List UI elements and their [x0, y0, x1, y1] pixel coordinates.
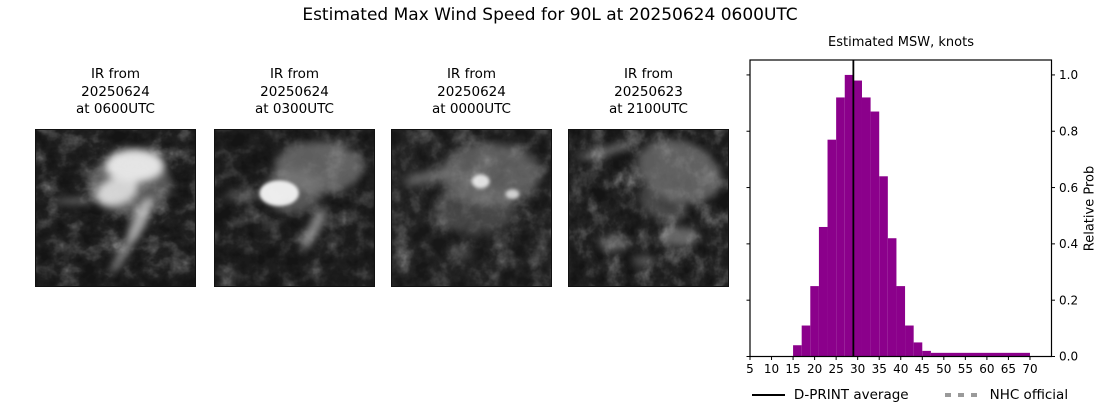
dprint-average-line-sample — [751, 394, 785, 396]
ir-panel-label-line: IR from — [446, 66, 497, 82]
nhc-official-line-sample — [944, 393, 981, 397]
x-tick-label: 20 — [807, 362, 822, 376]
histogram-bar — [913, 342, 923, 357]
x-tick-label: 35 — [872, 362, 887, 376]
chart-legend: D-PRINT average NHC official — [725, 385, 1095, 405]
ir-satellite-image — [568, 129, 729, 287]
msw-histogram: 5 10 15 20 25 30 35 40 45 50 55 60 65 70 0.0 0.2 0.4 0.6 0… — [746, 59, 1078, 376]
chart-title: Estimated MSW, knots — [828, 35, 974, 50]
ir-panel-label-line: IR from — [623, 66, 674, 82]
y-tick-label: 0.4 — [1059, 237, 1078, 251]
ir-panel-label-line: 20250624 — [81, 83, 150, 100]
histogram-bar — [844, 74, 854, 357]
histogram-bar — [818, 226, 828, 357]
histogram-bar — [930, 352, 1030, 357]
histogram-bar — [879, 176, 888, 357]
y-axis-label: Relative Prob — [1082, 165, 1098, 252]
y-tick-label: 0.2 — [1059, 293, 1078, 307]
histogram-bar — [801, 325, 811, 357]
x-tick-label: 60 — [979, 362, 994, 376]
histogram-bar — [896, 286, 906, 357]
ir-panel-label: IR from 20250624 at 0000UTC — [391, 66, 552, 119]
ir-panel-label-line: IR from — [269, 66, 320, 82]
x-tick-label: 30 — [850, 362, 865, 376]
legend-label-dprint: D-PRINT average — [793, 387, 909, 403]
histogram-bar — [827, 139, 837, 357]
histogram-bar — [870, 111, 880, 357]
x-tick-label: 5 — [746, 362, 754, 376]
histogram-bar — [922, 350, 931, 357]
ir-satellite-image — [35, 129, 196, 287]
histogram-bar — [861, 97, 871, 357]
histogram-bar — [905, 325, 914, 357]
x-tick-label: 10 — [764, 362, 779, 376]
histogram-bar — [810, 286, 819, 357]
y-tick-label: 0.8 — [1059, 124, 1078, 138]
x-tick-label: 55 — [958, 362, 973, 376]
histogram-bar — [793, 345, 802, 357]
histogram-bar — [836, 97, 845, 357]
y-tick-label: 0.6 — [1059, 181, 1078, 195]
x-tick-label: 50 — [936, 362, 951, 376]
ir-panel-label-line: at 0000UTC — [432, 101, 511, 117]
ir-satellite-image — [214, 129, 375, 287]
y-tick-label: 0.0 — [1059, 350, 1078, 364]
x-tick-label: 65 — [1001, 362, 1016, 376]
histogram-bar — [853, 80, 862, 357]
ir-panel-label-line: 20250623 — [614, 83, 683, 100]
ir-panel-label-line: 20250624 — [260, 83, 329, 100]
figure-title: Estimated Max Wind Speed for 90L at 2025… — [302, 5, 798, 25]
ir-panel-label-line: 20250624 — [437, 83, 506, 100]
x-tick-label: 15 — [785, 362, 800, 376]
x-tick-label: 70 — [1022, 362, 1037, 376]
ir-panel-label: IR from 20250623 at 2100UTC — [568, 66, 729, 119]
ir-panel-label: IR from 20250624 at 0300UTC — [214, 66, 375, 119]
x-tick-label: 25 — [829, 362, 844, 376]
ir-panel-label: IR from 20250624 at 0600UTC — [35, 66, 196, 119]
ir-panel-label-line: at 0300UTC — [255, 101, 334, 117]
ir-panel-label-line: IR from — [90, 66, 141, 82]
x-tick-label: 40 — [893, 362, 908, 376]
y-tick-label: 1.0 — [1059, 68, 1078, 82]
ir-panel-label-line: at 2100UTC — [609, 101, 688, 117]
ir-satellite-image — [391, 129, 552, 287]
x-tick-label: 45 — [915, 362, 930, 376]
histogram-bar — [887, 238, 897, 357]
ir-panel-label-line: at 0600UTC — [76, 101, 155, 117]
legend-label-nhc: NHC official — [989, 387, 1069, 403]
